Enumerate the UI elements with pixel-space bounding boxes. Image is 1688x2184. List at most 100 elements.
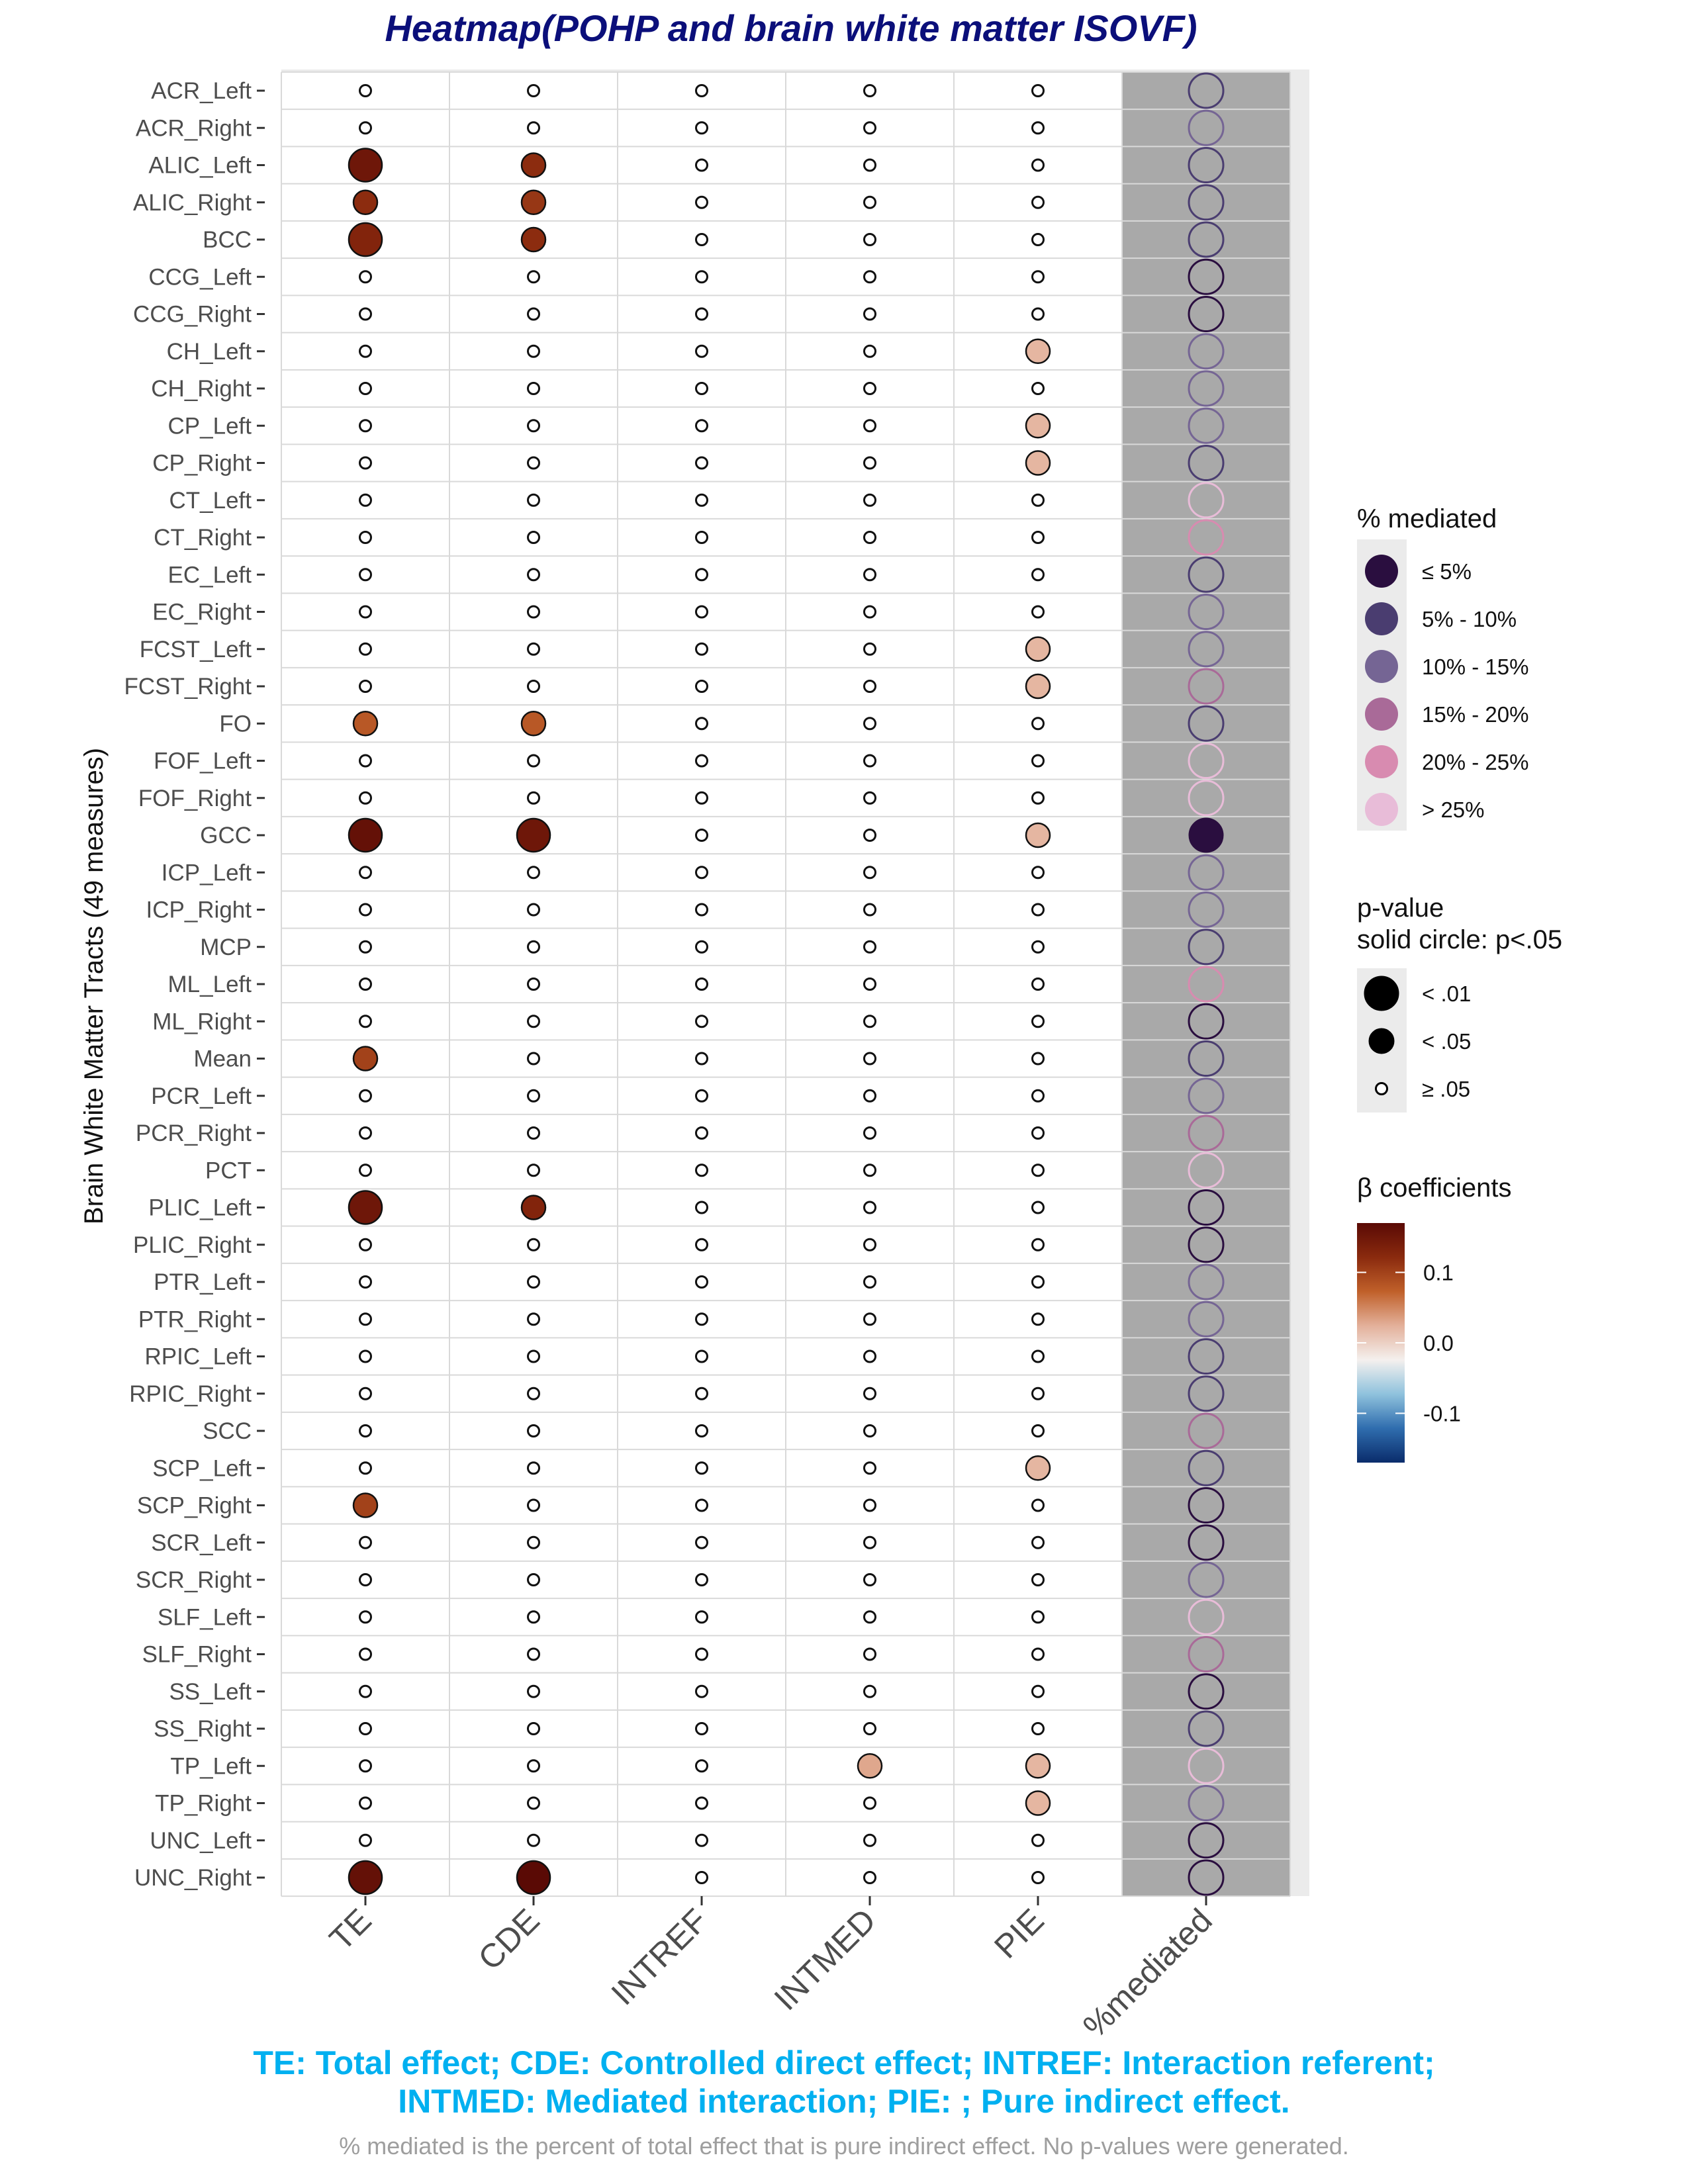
mediated-ring-slf-left (1188, 1598, 1225, 1635)
point-scr-right-pie (1031, 1573, 1045, 1586)
mediated-ring-plic-right (1188, 1226, 1225, 1263)
point-mean-te (352, 1046, 379, 1071)
mediated-ring-rpic-right (1188, 1375, 1225, 1412)
mediated-ring-ml-left (1188, 966, 1225, 1003)
mediated-ring-tp-right (1188, 1785, 1225, 1821)
legend-pvalue-title-line-2: solid circle: p<.05 (1357, 925, 1562, 954)
point-pct-intref (695, 1163, 708, 1177)
legend-beta-title: β coefficients (1357, 1173, 1512, 1203)
point-ec-left-intref (695, 568, 708, 582)
row-label-slf-left: SLF_Left (158, 1604, 252, 1630)
row-label-icp-right: ICP_Right (146, 897, 252, 923)
point-cp-left-intref (695, 419, 708, 433)
mediated-ring-ch-right (1188, 370, 1225, 407)
point-rpic-left-intmed (863, 1349, 876, 1363)
row-label-scc: SCC (203, 1418, 252, 1444)
point-tp-right-pie (1025, 1790, 1051, 1816)
row-label-unc-right: UNC_Right (134, 1865, 252, 1891)
point-gcc-te (348, 817, 383, 853)
point-unc-left-intmed (863, 1833, 876, 1847)
legend-mediated-key-5 (1365, 793, 1398, 826)
point-mcp-te (359, 940, 372, 954)
mediated-ring-mean (1188, 1040, 1225, 1077)
point-ss-right-te (359, 1722, 372, 1735)
point-slf-left-cde (527, 1610, 540, 1624)
mediated-ring-scc (1188, 1412, 1225, 1449)
point-bcc-intmed (863, 233, 876, 246)
point-scp-right-intref (695, 1498, 708, 1512)
point-slf-right-te (359, 1647, 372, 1661)
point-ct-left-cde (527, 493, 540, 507)
point-scp-left-te (359, 1461, 372, 1475)
point-slf-right-cde (527, 1647, 540, 1661)
point-fcst-left-intmed (863, 642, 876, 656)
point-ptr-right-te (359, 1312, 372, 1326)
row-label-mcp: MCP (200, 934, 252, 960)
point-gcc-intref (695, 829, 708, 842)
legend-mediated-label-0: ≤ 5% (1422, 559, 1472, 584)
point-fof-left-intmed (863, 754, 876, 768)
point-icp-left-cde (527, 866, 540, 880)
point-alic-left-pie (1031, 158, 1045, 172)
point-alic-left-cde (520, 152, 547, 178)
row-label-scp-left: SCP_Left (152, 1455, 252, 1481)
column-label-mediated: %mediated (1076, 1901, 1219, 2044)
point-ec-left-cde (527, 568, 540, 582)
point-slf-left-pie (1031, 1610, 1045, 1624)
row-label-ml-right: ML_Right (152, 1009, 252, 1034)
point-plic-left-intmed (863, 1201, 876, 1214)
point-cp-right-intmed (863, 456, 876, 470)
point-fcst-right-pie (1025, 673, 1051, 700)
point-alic-right-cde (520, 189, 547, 215)
point-scr-right-intmed (863, 1573, 876, 1586)
point-ec-left-te (359, 568, 372, 582)
point-slf-left-intref (695, 1610, 708, 1624)
legend-mediated-label-5: > 25% (1422, 797, 1485, 822)
point-scr-left-intmed (863, 1535, 876, 1549)
point-fcst-right-cde (527, 680, 540, 693)
mediated-ring-ch-left (1188, 333, 1225, 370)
legend-pvalue-label-2: ≥ .05 (1422, 1077, 1470, 1101)
point-plic-left-te (348, 1190, 383, 1225)
point-cp-right-intref (695, 456, 708, 470)
point-scr-right-intref (695, 1573, 708, 1586)
row-label-ch-left: CH_Left (167, 339, 252, 365)
row-label-pct: PCT (205, 1158, 252, 1183)
row-label-ptr-left: PTR_Left (154, 1269, 252, 1295)
footer-abbreviations-line-2: INTMED: Mediated interaction; PIE: ; Pur… (398, 2083, 1290, 2120)
mediated-ring-fo (1188, 705, 1225, 742)
row-label-plic-left: PLIC_Left (148, 1195, 252, 1221)
mediated-ring-icp-left (1188, 854, 1225, 891)
row-label-ct-left: CT_Left (169, 488, 252, 514)
point-ccg-left-intref (695, 270, 708, 284)
point-unc-left-cde (527, 1833, 540, 1847)
point-fof-right-intref (695, 791, 708, 805)
point-pcr-right-pie (1031, 1126, 1045, 1140)
row-label-scp-right: SCP_Right (137, 1493, 252, 1519)
point-ccg-right-pie (1031, 307, 1045, 321)
footer-abbreviations-line-1: TE: Total effect; CDE: Controlled direct… (253, 2044, 1435, 2081)
mediated-ring-unc-right (1188, 1859, 1225, 1896)
point-pct-intmed (863, 1163, 876, 1177)
point-fo-intmed (863, 717, 876, 731)
point-scp-right-pie (1031, 1498, 1045, 1512)
point-scc-intref (695, 1424, 708, 1437)
legend-mediated-label-3: 15% - 20% (1422, 702, 1528, 727)
point-fo-cde (520, 711, 547, 737)
mediated-ring-fcst-left (1188, 631, 1225, 668)
point-acr-left-te (359, 84, 372, 97)
point-ml-right-intmed (863, 1015, 876, 1028)
point-ct-left-intmed (863, 493, 876, 507)
point-scc-cde (527, 1424, 540, 1437)
y-axis-title: Brain White Matter Tracts (49 measures) (79, 748, 109, 1224)
row-label-scr-left: SCR_Left (151, 1530, 252, 1556)
point-acr-left-intmed (863, 84, 876, 97)
point-ss-left-cde (527, 1684, 540, 1698)
row-label-ptr-right: PTR_Right (138, 1306, 252, 1332)
row-label-tp-left: TP_Left (170, 1753, 252, 1779)
row-label-fcst-left: FCST_Left (140, 637, 252, 662)
point-scr-right-cde (527, 1573, 540, 1586)
point-ch-right-cde (527, 382, 540, 395)
point-mean-intmed (863, 1052, 876, 1066)
point-slf-right-intmed (863, 1647, 876, 1661)
